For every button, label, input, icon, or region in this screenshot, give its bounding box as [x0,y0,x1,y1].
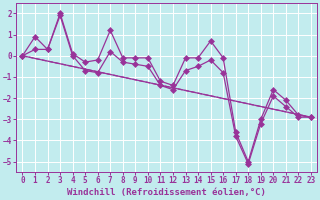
X-axis label: Windchill (Refroidissement éolien,°C): Windchill (Refroidissement éolien,°C) [67,188,266,197]
